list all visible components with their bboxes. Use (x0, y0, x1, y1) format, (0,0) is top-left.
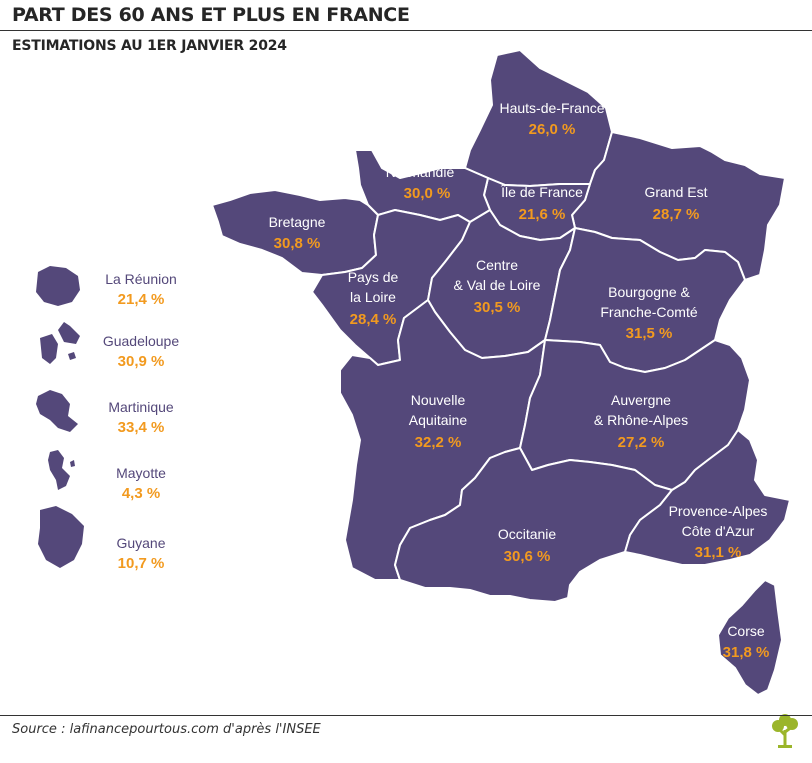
value-ile-de-france: 21,6 % (519, 206, 566, 223)
value-occitanie: 30,6 % (504, 548, 551, 565)
value-hauts-de-france: 26,0 % (529, 121, 576, 138)
label-paca-line2: Côte d'Azur (682, 523, 755, 539)
chart-subtitle: ESTIMATIONS AU 1ER JANVIER 2024 (12, 38, 287, 54)
tree-logo (772, 714, 798, 748)
value-la-reunion: 21,4 % (118, 291, 165, 308)
label-pays-de-la-loire-line2: la Loire (350, 289, 396, 305)
mayotte-shape (48, 450, 75, 490)
label-guyane: Guyane (116, 535, 165, 551)
la-reunion-shape (36, 266, 80, 306)
label-pays-de-la-loire-line1: Pays de (348, 269, 399, 285)
value-normandie: 30,0 % (404, 185, 451, 202)
guyane-shape (38, 506, 84, 568)
label-occitanie: Occitanie (498, 526, 557, 542)
martinique-shape (36, 390, 78, 432)
value-centre-val-de-loire: 30,5 % (474, 299, 521, 316)
value-nouvelle-aquitaine: 32,2 % (415, 434, 462, 451)
footer-divider (0, 715, 812, 716)
label-mayotte: Mayotte (116, 465, 166, 481)
value-pays-de-la-loire: 28,4 % (350, 311, 397, 328)
label-paca-line1: Provence-Alpes (669, 503, 768, 519)
label-guadeloupe: Guadeloupe (103, 333, 180, 349)
region-hauts-de-france (464, 49, 613, 187)
chart-title: PART DES 60 ANS ET PLUS EN FRANCE (12, 4, 410, 26)
value-martinique: 33,4 % (118, 419, 165, 436)
value-guyane: 10,7 % (118, 555, 165, 572)
label-normandie: Normandie (386, 164, 455, 180)
label-ile-de-france: Île de France (500, 184, 583, 200)
value-auvergne-rhone-alpes: 27,2 % (618, 434, 665, 451)
value-guadeloupe: 30,9 % (118, 353, 165, 370)
region-provence-alpes-cote-dazur (624, 429, 791, 566)
value-mayotte: 4,3 % (122, 485, 160, 502)
guadeloupe-shape (40, 322, 80, 364)
value-bretagne: 30,8 % (274, 235, 321, 252)
value-corse: 31,8 % (723, 644, 770, 661)
title-divider (0, 30, 812, 31)
label-martinique: Martinique (108, 399, 174, 415)
value-bourgogne-franche-comte: 31,5 % (626, 325, 673, 342)
label-nouvelle-aquitaine-line1: Nouvelle (411, 392, 466, 408)
region-bretagne (211, 189, 379, 276)
label-centre-line2: & Val de Loire (454, 277, 541, 293)
region-corse (717, 579, 783, 696)
region-occitanie (394, 447, 673, 603)
label-hauts-de-france: Hauts-de-France (499, 100, 604, 116)
label-bourgogne-line2: Franche-Comté (600, 304, 697, 320)
source-note: Source : lafinancepourtous.com d'après l… (12, 722, 321, 737)
label-la-reunion: La Réunion (105, 271, 177, 287)
value-provence-alpes-cote-dazur: 31,1 % (695, 544, 742, 561)
label-centre-line1: Centre (476, 257, 518, 273)
label-bourgogne-line1: Bourgogne & (608, 284, 690, 300)
label-auvergne-line1: Auvergne (611, 392, 671, 408)
value-grand-est: 28,7 % (653, 206, 700, 223)
label-bretagne: Bretagne (269, 214, 326, 230)
label-auvergne-line2: & Rhône-Alpes (594, 412, 688, 428)
label-corse: Corse (727, 623, 765, 639)
label-nouvelle-aquitaine-line2: Aquitaine (409, 412, 468, 428)
label-grand-est: Grand Est (644, 184, 707, 200)
